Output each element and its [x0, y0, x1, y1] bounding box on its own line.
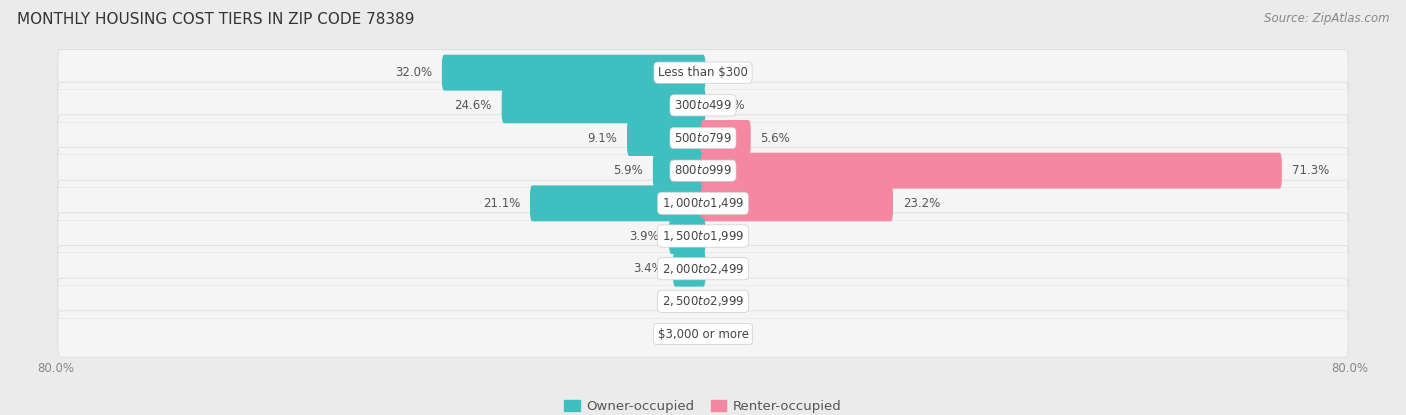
Text: $1,000 to $1,499: $1,000 to $1,499: [662, 196, 744, 210]
Text: 24.6%: 24.6%: [454, 99, 492, 112]
Text: MONTHLY HOUSING COST TIERS IN ZIP CODE 78389: MONTHLY HOUSING COST TIERS IN ZIP CODE 7…: [17, 12, 415, 27]
Text: 3.4%: 3.4%: [634, 262, 664, 275]
FancyBboxPatch shape: [673, 251, 706, 287]
Text: $1,500 to $1,999: $1,500 to $1,999: [662, 229, 744, 243]
Text: 0.0%: 0.0%: [716, 295, 745, 308]
FancyBboxPatch shape: [58, 180, 1348, 227]
Text: 0.0%: 0.0%: [716, 229, 745, 242]
Text: 9.1%: 9.1%: [588, 132, 617, 144]
FancyBboxPatch shape: [502, 88, 706, 123]
FancyBboxPatch shape: [700, 120, 751, 156]
Text: 23.2%: 23.2%: [903, 197, 941, 210]
Legend: Owner-occupied, Renter-occupied: Owner-occupied, Renter-occupied: [560, 394, 846, 415]
Text: $300 to $499: $300 to $499: [673, 99, 733, 112]
Text: 32.0%: 32.0%: [395, 66, 432, 79]
FancyBboxPatch shape: [58, 246, 1348, 292]
FancyBboxPatch shape: [627, 120, 706, 156]
Text: 0.0%: 0.0%: [716, 99, 745, 112]
FancyBboxPatch shape: [652, 153, 706, 189]
Text: 0.0%: 0.0%: [716, 327, 745, 341]
FancyBboxPatch shape: [700, 186, 893, 221]
Text: 0.0%: 0.0%: [661, 327, 690, 341]
FancyBboxPatch shape: [669, 218, 706, 254]
Text: Source: ZipAtlas.com: Source: ZipAtlas.com: [1264, 12, 1389, 25]
FancyBboxPatch shape: [700, 153, 1282, 189]
Text: 0.0%: 0.0%: [661, 295, 690, 308]
Text: 0.0%: 0.0%: [716, 66, 745, 79]
FancyBboxPatch shape: [58, 49, 1348, 96]
FancyBboxPatch shape: [530, 186, 706, 221]
Text: 0.0%: 0.0%: [716, 262, 745, 275]
FancyBboxPatch shape: [58, 82, 1348, 129]
Text: Less than $300: Less than $300: [658, 66, 748, 79]
Text: 5.6%: 5.6%: [761, 132, 790, 144]
FancyBboxPatch shape: [58, 278, 1348, 325]
Text: $2,500 to $2,999: $2,500 to $2,999: [662, 294, 744, 308]
Text: $500 to $799: $500 to $799: [673, 132, 733, 144]
Text: 5.9%: 5.9%: [613, 164, 643, 177]
Text: $2,000 to $2,499: $2,000 to $2,499: [662, 262, 744, 276]
FancyBboxPatch shape: [58, 147, 1348, 194]
Text: 3.9%: 3.9%: [630, 229, 659, 242]
FancyBboxPatch shape: [441, 55, 706, 90]
Text: $3,000 or more: $3,000 or more: [658, 327, 748, 341]
Text: $800 to $999: $800 to $999: [673, 164, 733, 177]
FancyBboxPatch shape: [58, 311, 1348, 357]
FancyBboxPatch shape: [58, 213, 1348, 259]
Text: 21.1%: 21.1%: [482, 197, 520, 210]
FancyBboxPatch shape: [58, 115, 1348, 161]
Text: 71.3%: 71.3%: [1292, 164, 1329, 177]
